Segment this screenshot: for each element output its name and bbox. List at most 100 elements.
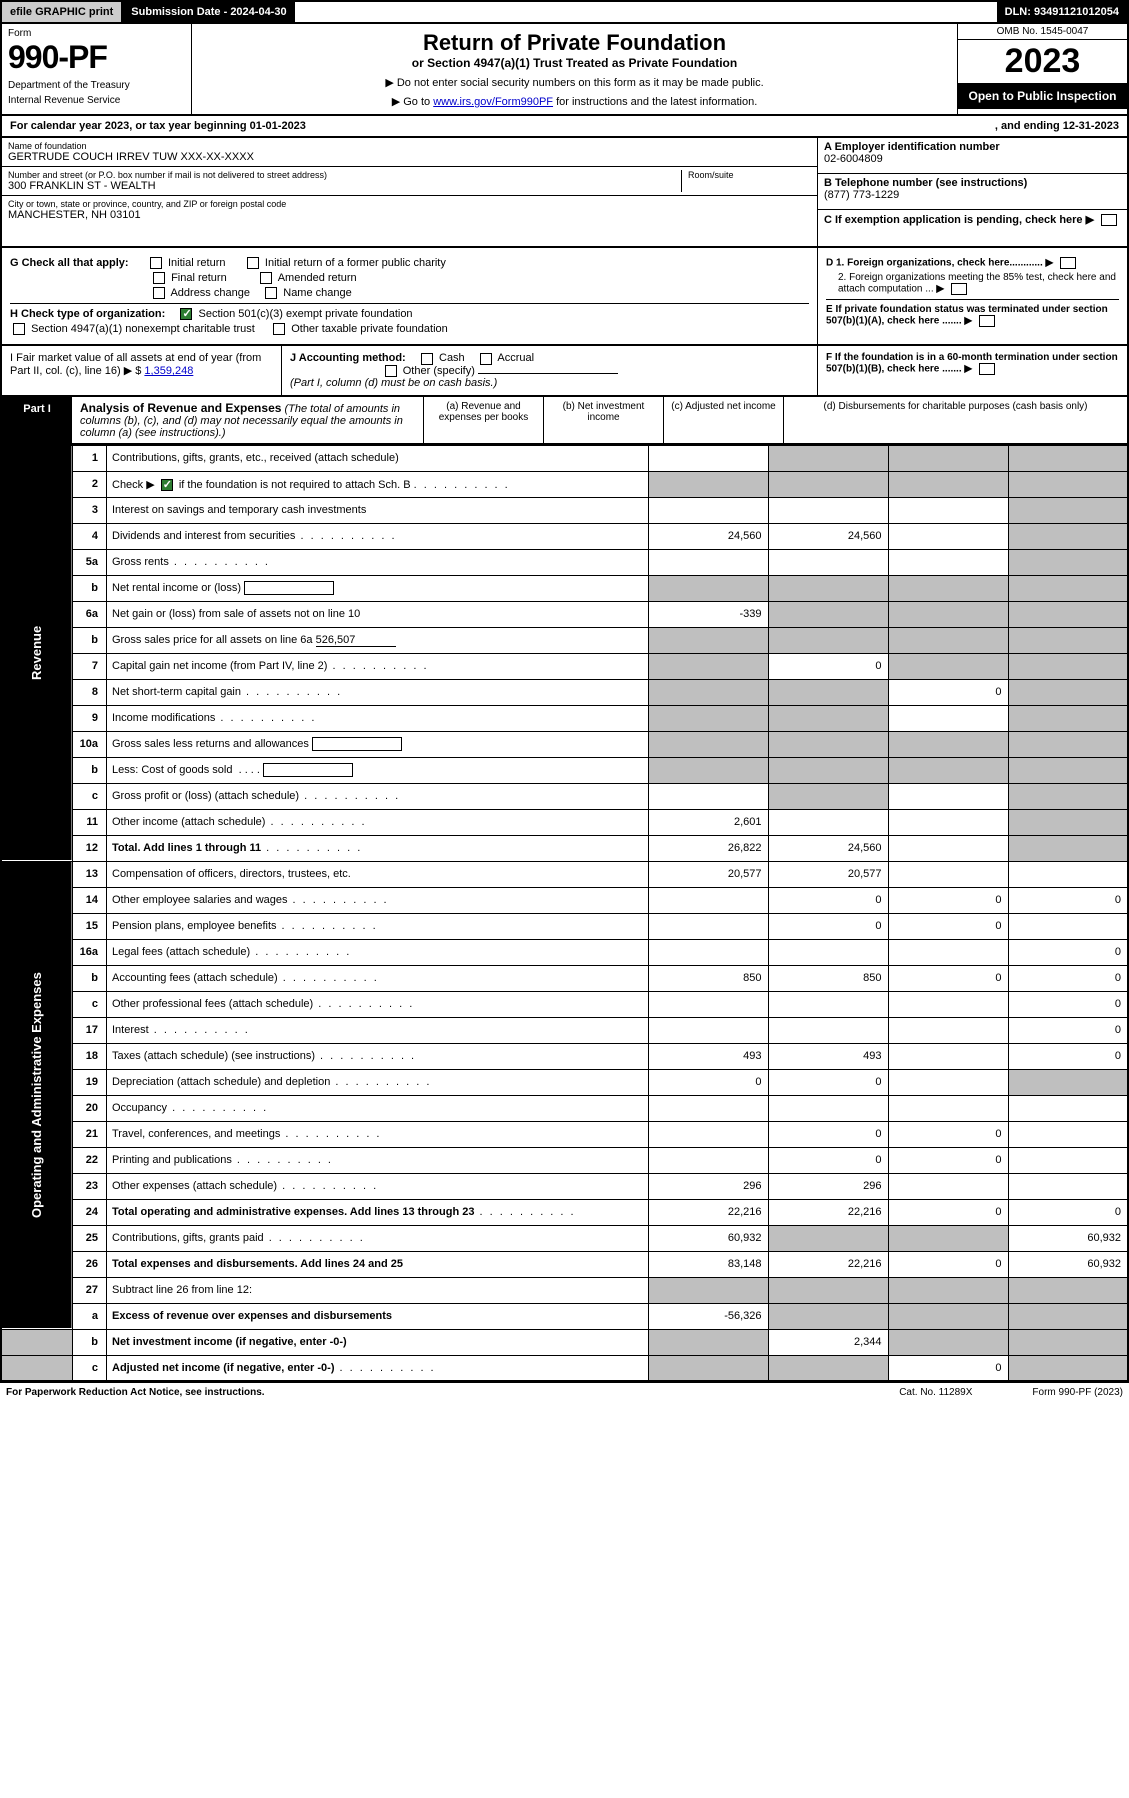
final-return-label: Final return [171, 272, 227, 284]
cell-c [888, 861, 1008, 887]
dots-icon [295, 530, 396, 542]
header-left: Form 990-PF Department of the Treasury I… [2, 24, 192, 114]
r26-text: Total expenses and disbursements. Add li… [112, 1258, 403, 1270]
omb-number: OMB No. 1545-0047 [958, 24, 1127, 40]
dots-icon [241, 686, 342, 698]
cell-d [1008, 575, 1128, 601]
cat-number: Cat. No. 11289X [899, 1387, 972, 1398]
initial-return-checkbox[interactable] [150, 257, 162, 269]
name-change-checkbox[interactable] [265, 287, 277, 299]
amended-return-checkbox[interactable] [260, 272, 272, 284]
accrual-checkbox[interactable] [480, 353, 492, 365]
dots-icon [261, 842, 362, 854]
g-row-3: Address change Name change [10, 287, 809, 299]
cell-b: 2,344 [768, 1329, 888, 1355]
cash-checkbox[interactable] [421, 353, 433, 365]
phone-value: (877) 773-1229 [824, 189, 1121, 201]
cell-c [888, 653, 1008, 679]
cell-c [888, 1095, 1008, 1121]
501c3-checkbox[interactable] [180, 308, 192, 320]
calyear-end: , and ending 12-31-2023 [995, 120, 1119, 132]
arrow-icon: ▶ [964, 364, 972, 375]
line-desc: Legal fees (attach schedule) [107, 939, 649, 965]
d1-checkbox[interactable] [1060, 257, 1076, 269]
cell-c: 0 [888, 1355, 1008, 1381]
cell-c [888, 809, 1008, 835]
address-change-checkbox[interactable] [153, 287, 165, 299]
r21-text: Travel, conferences, and meetings [112, 1128, 280, 1140]
fmv-value[interactable]: 1,359,248 [144, 365, 193, 377]
line-num: 24 [73, 1199, 107, 1225]
table-row: 7 Capital gain net income (from Part IV,… [1, 653, 1128, 679]
part-1-title: Analysis of Revenue and Expenses [80, 401, 281, 415]
cell-b: 0 [768, 1121, 888, 1147]
table-row: b Gross sales price for all assets on li… [1, 627, 1128, 653]
table-row: 16a Legal fees (attach schedule) 0 [1, 939, 1128, 965]
cell-b [768, 991, 888, 1017]
line-desc: Excess of revenue over expenses and disb… [107, 1303, 649, 1329]
r5b-box[interactable] [244, 581, 334, 595]
d1-row: D 1. Foreign organizations, check here..… [826, 257, 1119, 269]
city-row: City or town, state or province, country… [2, 196, 817, 224]
cell-a [648, 1017, 768, 1043]
other-method-checkbox[interactable] [385, 365, 397, 377]
cell-d [1008, 731, 1128, 757]
f-checkbox[interactable] [979, 363, 995, 375]
cell-d [1008, 1303, 1128, 1329]
line-num: 1 [73, 445, 107, 471]
line-desc: Occupancy [107, 1095, 649, 1121]
initial-former-checkbox[interactable] [247, 257, 259, 269]
table-row: 4 Dividends and interest from securities… [1, 523, 1128, 549]
line-num: 25 [73, 1225, 107, 1251]
cell-a [648, 1355, 768, 1381]
line-num: b [73, 757, 107, 783]
line-desc: Subtract line 26 from line 12: [107, 1277, 649, 1303]
line-desc: Net short-term capital gain [107, 679, 649, 705]
r22-text: Printing and publications [112, 1154, 232, 1166]
dots-icon [327, 660, 428, 672]
line-desc: Taxes (attach schedule) (see instruction… [107, 1043, 649, 1069]
cell-a [648, 731, 768, 757]
efile-label[interactable]: efile GRAPHIC print [2, 2, 123, 22]
4947-label: Section 4947(a)(1) nonexempt charitable … [31, 323, 255, 335]
cell-d [1008, 1069, 1128, 1095]
cell-a [648, 1147, 768, 1173]
r27b-text: Net investment income (if negative, ente… [112, 1336, 347, 1348]
r18-text: Taxes (attach schedule) (see instruction… [112, 1050, 315, 1062]
d2-checkbox[interactable] [951, 283, 967, 295]
other-method-input[interactable] [478, 373, 618, 374]
final-return-checkbox[interactable] [153, 272, 165, 284]
cell-d [1008, 549, 1128, 575]
table-row: Revenue 1 Contributions, gifts, grants, … [1, 445, 1128, 471]
line-num: 11 [73, 809, 107, 835]
cell-a [648, 497, 768, 523]
r10a-box[interactable] [312, 737, 402, 751]
line-desc: Net investment income (if negative, ente… [107, 1329, 649, 1355]
cell-c [888, 783, 1008, 809]
instr-2: ▶ Go to www.irs.gov/Form990PF for instru… [198, 95, 951, 108]
table-row: 27 Subtract line 26 from line 12: [1, 1277, 1128, 1303]
sch-b-checkbox[interactable] [161, 479, 173, 491]
line-desc: Capital gain net income (from Part IV, l… [107, 653, 649, 679]
cell-a [648, 549, 768, 575]
line-desc: Other employee salaries and wages [107, 887, 649, 913]
table-row: 18 Taxes (attach schedule) (see instruct… [1, 1043, 1128, 1069]
g-label: G Check all that apply: [10, 257, 129, 269]
r10b-box[interactable] [263, 763, 353, 777]
cell-a [648, 913, 768, 939]
cell-c [888, 549, 1008, 575]
r14-text: Other employee salaries and wages [112, 894, 287, 906]
arrow-icon: ▶ [1086, 214, 1094, 226]
exemption-checkbox[interactable] [1101, 214, 1117, 226]
cell-c [888, 1225, 1008, 1251]
cell-b [768, 627, 888, 653]
other-taxable-checkbox[interactable] [273, 323, 285, 335]
form-link[interactable]: www.irs.gov/Form990PF [433, 96, 553, 108]
e-checkbox[interactable] [979, 315, 995, 327]
cell-c [888, 627, 1008, 653]
line-num: b [73, 575, 107, 601]
line-desc: Dividends and interest from securities [107, 523, 649, 549]
cell-b [768, 1277, 888, 1303]
table-row: 24 Total operating and administrative ex… [1, 1199, 1128, 1225]
4947-checkbox[interactable] [13, 323, 25, 335]
